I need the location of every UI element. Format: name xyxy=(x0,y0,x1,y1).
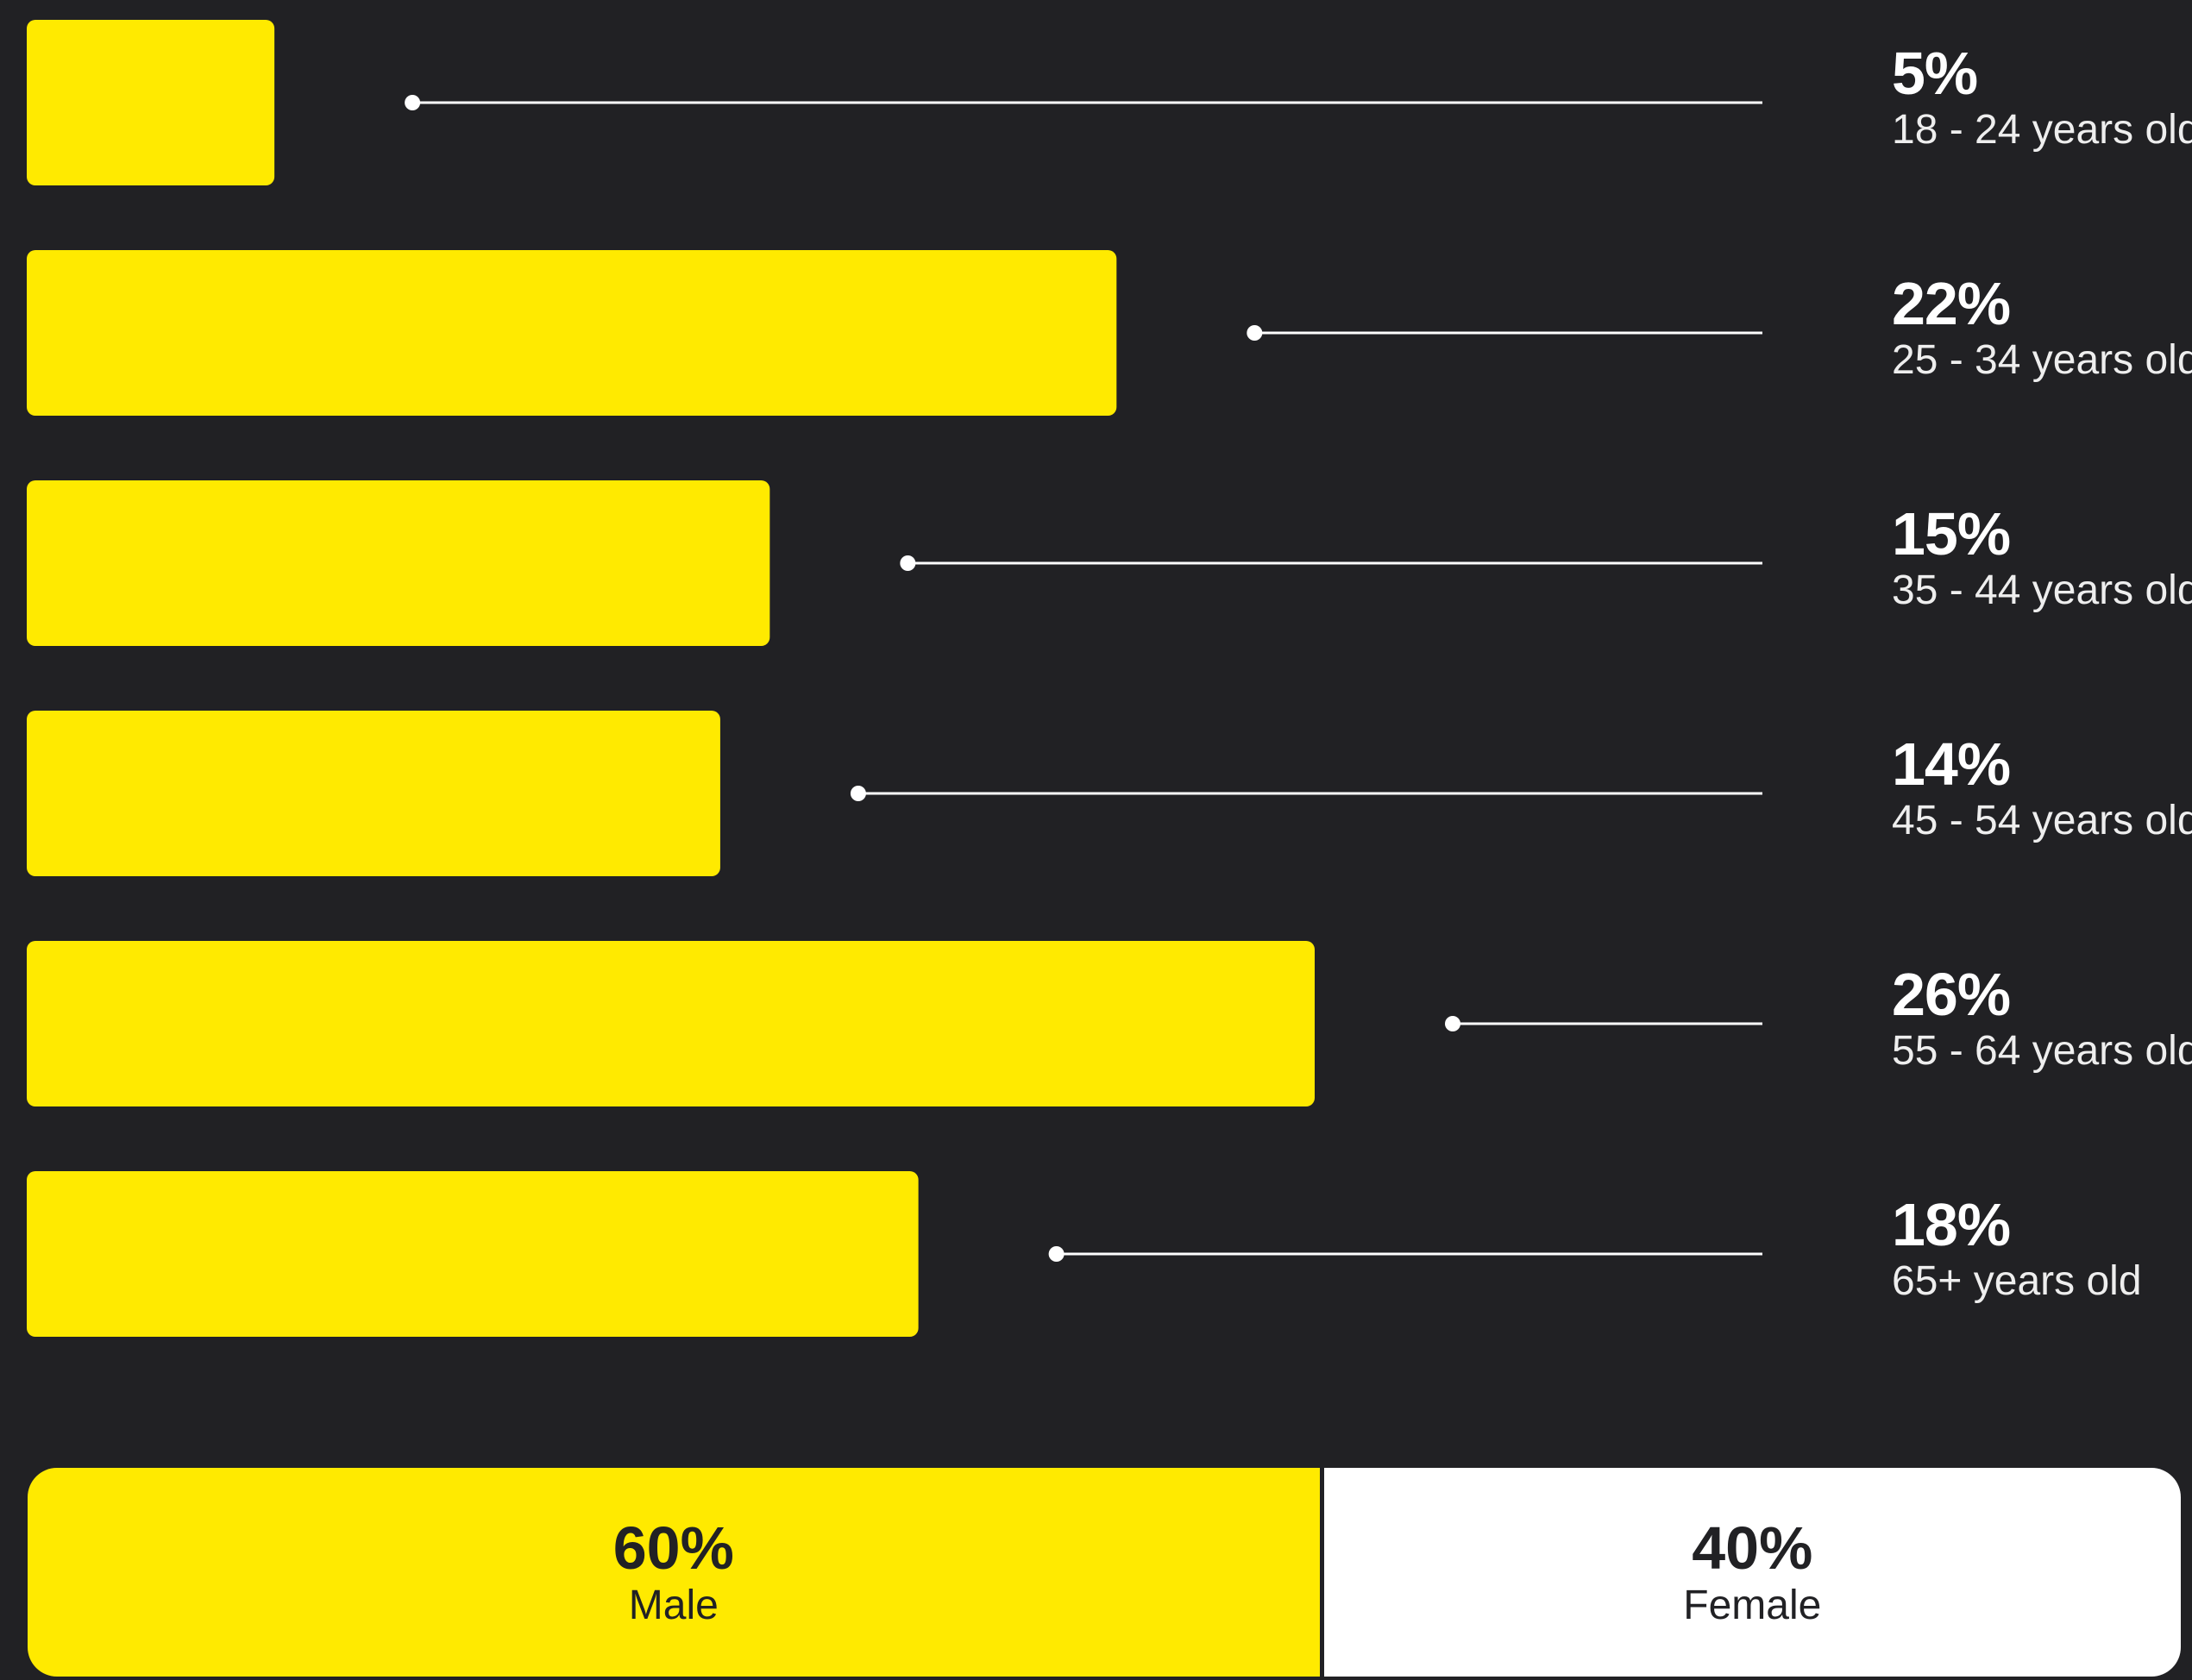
age-bar xyxy=(27,941,1315,1106)
age-bar xyxy=(27,250,1117,416)
age-bar-label: 15% 35 - 44 years old xyxy=(1892,501,2192,615)
age-bar-category-label: 65+ years old xyxy=(1892,1258,2142,1304)
connector-dot xyxy=(1247,325,1263,341)
age-bar-label: 5% 18 - 24 years old xyxy=(1892,41,2192,154)
gender-split-bar: 60% Male 40% Female xyxy=(28,1468,2181,1677)
age-bar-value-label: 18% xyxy=(1892,1191,2011,1258)
age-bar-category-label: 35 - 44 years old xyxy=(1892,567,2192,613)
age-bar-category-label: 55 - 64 years old xyxy=(1892,1028,2192,1074)
gender-category-label: Male xyxy=(628,1583,719,1628)
age-bar-label: 14% 45 - 54 years old xyxy=(1892,731,2192,845)
age-bar-category-label: 45 - 54 years old xyxy=(1892,798,2192,843)
age-bar-value-label: 15% xyxy=(1892,500,2011,567)
age-bar-category-label: 25 - 34 years old xyxy=(1892,337,2192,383)
age-bar xyxy=(27,480,770,646)
male-segment: 60% Male xyxy=(28,1468,1320,1677)
connector-dot xyxy=(1445,1016,1460,1031)
gender-category-label: Female xyxy=(1683,1583,1822,1628)
age-bar-label: 22% 25 - 34 years old xyxy=(1892,271,2192,385)
gender-value-label: 60% xyxy=(612,1514,734,1582)
age-bar-label: 18% 65+ years old xyxy=(1892,1192,2142,1306)
gender-value-label: 40% xyxy=(1692,1514,1813,1582)
age-bar-value-label: 26% xyxy=(1892,961,2011,1028)
age-bar xyxy=(27,711,720,876)
connector-dot xyxy=(1048,1246,1065,1262)
age-bar-value-label: 22% xyxy=(1892,270,2011,337)
age-bar xyxy=(27,20,275,185)
female-segment: 40% Female xyxy=(1319,1468,2181,1677)
age-bar-value-label: 5% xyxy=(1892,40,1978,107)
connector-dot xyxy=(405,95,421,110)
connector-dot xyxy=(900,555,916,571)
age-bar xyxy=(27,1171,919,1337)
connector-dot xyxy=(850,786,866,801)
age-bar-value-label: 14% xyxy=(1892,730,2011,798)
age-bar-category-label: 18 - 24 years old xyxy=(1892,107,2192,153)
age-bar-chart xyxy=(27,20,1762,1337)
age-bar-label: 26% 55 - 64 years old xyxy=(1892,962,2192,1075)
